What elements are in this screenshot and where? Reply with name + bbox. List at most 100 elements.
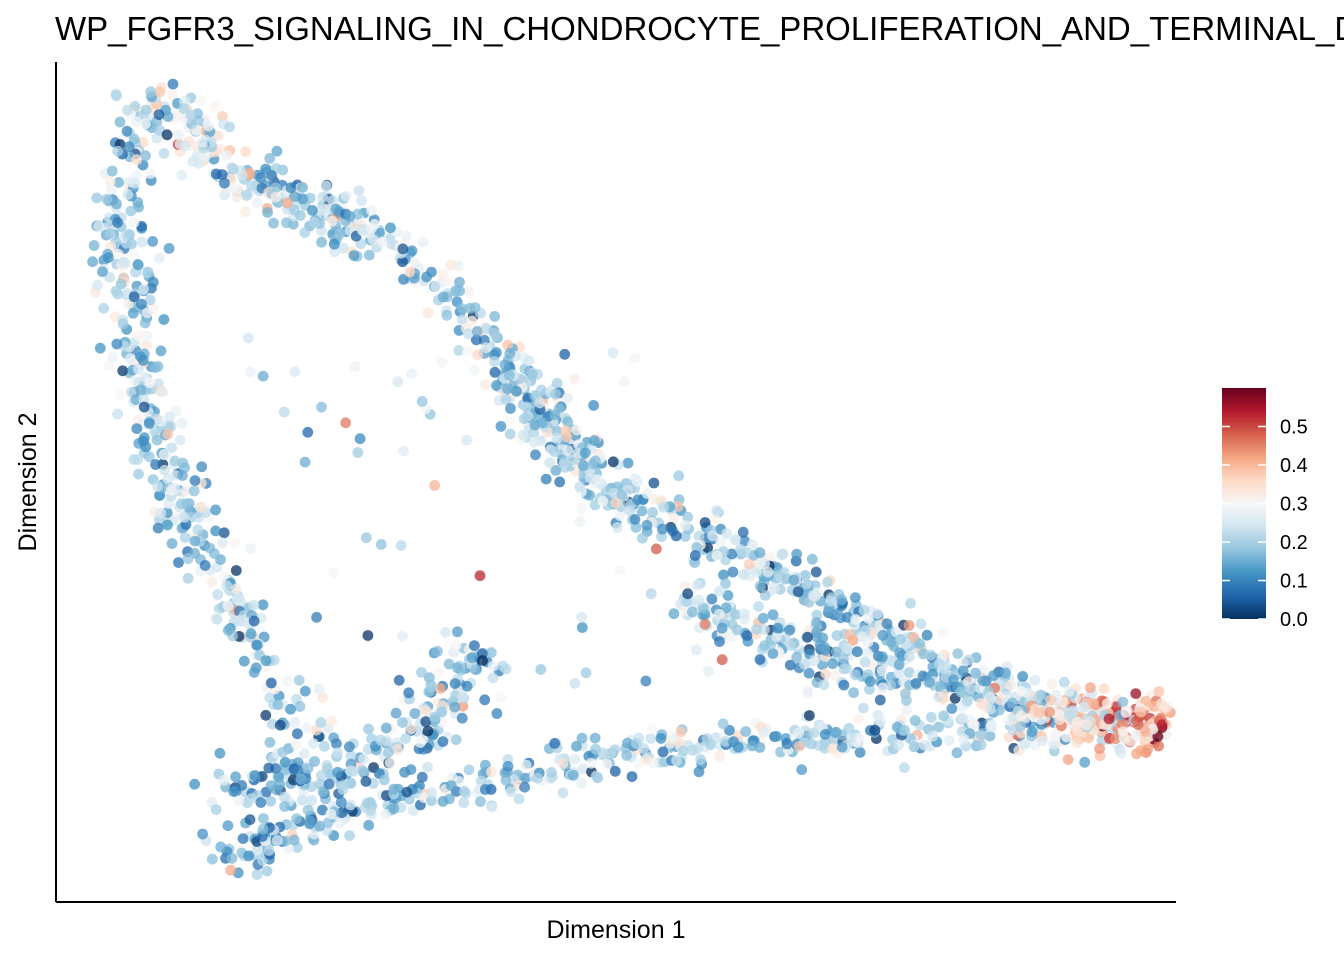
- cell-point: [158, 449, 170, 460]
- cell-point: [838, 663, 850, 675]
- cell-point: [668, 512, 679, 524]
- cell-point: [557, 758, 569, 769]
- cell-point: [910, 678, 922, 689]
- cell-point: [705, 739, 716, 750]
- cell-point: [526, 369, 538, 380]
- cell-point: [173, 557, 184, 568]
- cell-point: [288, 834, 300, 846]
- cell-point: [469, 302, 481, 313]
- cell-point: [1130, 688, 1142, 699]
- cell-point: [843, 722, 855, 734]
- cell-point: [182, 572, 194, 584]
- cell-point: [784, 624, 795, 636]
- x-axis-label: Dimension 1: [547, 916, 686, 944]
- cell-point: [210, 804, 222, 815]
- cell-point: [616, 489, 628, 501]
- cell-point: [131, 116, 143, 127]
- cell-point: [903, 620, 915, 631]
- cell-point: [299, 685, 311, 697]
- cell-point: [469, 664, 481, 675]
- cell-point: [147, 236, 159, 247]
- cell-point: [433, 667, 445, 679]
- cell-point: [101, 193, 113, 205]
- cell-point: [588, 435, 600, 446]
- cell-point: [693, 594, 705, 606]
- cell-point: [366, 205, 377, 216]
- cell-point: [380, 808, 392, 820]
- cell-point: [199, 150, 211, 162]
- cell-point: [848, 687, 859, 699]
- cell-point: [260, 655, 272, 667]
- cell-point: [397, 256, 408, 268]
- cell-point: [532, 772, 543, 784]
- cell-point: [257, 823, 269, 835]
- cell-point: [569, 753, 581, 765]
- cell-point: [141, 330, 153, 342]
- cell-point: [975, 698, 987, 709]
- cell-point: [434, 683, 446, 694]
- cell-point: [502, 339, 513, 351]
- cell-point: [189, 778, 201, 790]
- cell-point: [181, 498, 192, 510]
- cell-point: [1103, 713, 1115, 725]
- cell-point: [641, 519, 653, 531]
- legend-tick-label: 0.3: [1280, 494, 1308, 516]
- cell-point: [975, 729, 987, 741]
- cell-point: [699, 517, 711, 528]
- cell-point: [1110, 733, 1121, 745]
- cell-point: [260, 709, 272, 721]
- cell-point: [234, 614, 246, 626]
- cell-point: [279, 801, 290, 812]
- cell-point: [716, 622, 728, 634]
- cell-point: [278, 791, 290, 803]
- cell-point: [162, 111, 174, 122]
- cell-point: [796, 764, 808, 776]
- cell-point: [714, 750, 726, 762]
- cell-point: [885, 671, 897, 683]
- cell-point: [140, 104, 152, 116]
- cell-point: [471, 325, 483, 337]
- cell-point: [317, 692, 328, 703]
- cell-point: [367, 234, 379, 246]
- cell-point: [862, 613, 874, 624]
- cell-point: [489, 311, 501, 322]
- cell-point: [375, 539, 387, 550]
- cell-point: [1005, 679, 1016, 691]
- cell-point: [658, 502, 669, 513]
- cell-point: [176, 417, 188, 429]
- cell-point: [212, 130, 224, 142]
- cell-point: [154, 252, 165, 264]
- cell-point: [933, 721, 945, 733]
- cell-point: [129, 375, 141, 387]
- cell-point: [98, 302, 110, 314]
- cell-point: [126, 238, 137, 250]
- cell-point: [818, 679, 830, 691]
- cell-point: [670, 530, 682, 542]
- cell-point: [1098, 683, 1110, 694]
- cell-point: [326, 715, 337, 727]
- cell-point: [686, 744, 698, 756]
- cell-point: [714, 636, 725, 647]
- cell-point: [452, 626, 463, 638]
- cell-point: [536, 384, 547, 396]
- cell-point: [252, 844, 263, 856]
- cell-point: [637, 532, 648, 544]
- cell-point: [383, 746, 394, 758]
- cell-point: [210, 101, 221, 112]
- cell-point: [622, 457, 634, 469]
- cell-point: [163, 243, 175, 254]
- cell-point: [479, 694, 491, 706]
- cell-point: [420, 716, 432, 728]
- cell-point: [197, 828, 209, 840]
- cell-point: [313, 683, 325, 695]
- cell-point: [925, 711, 937, 723]
- cell-point: [177, 470, 188, 481]
- cell-point: [1088, 697, 1099, 709]
- cell-point: [437, 736, 449, 747]
- cell-point: [112, 145, 124, 157]
- cell-point: [215, 841, 227, 853]
- cell-point: [480, 342, 492, 354]
- cell-point: [819, 728, 831, 740]
- cell-point: [130, 394, 142, 405]
- cell-point: [255, 172, 267, 184]
